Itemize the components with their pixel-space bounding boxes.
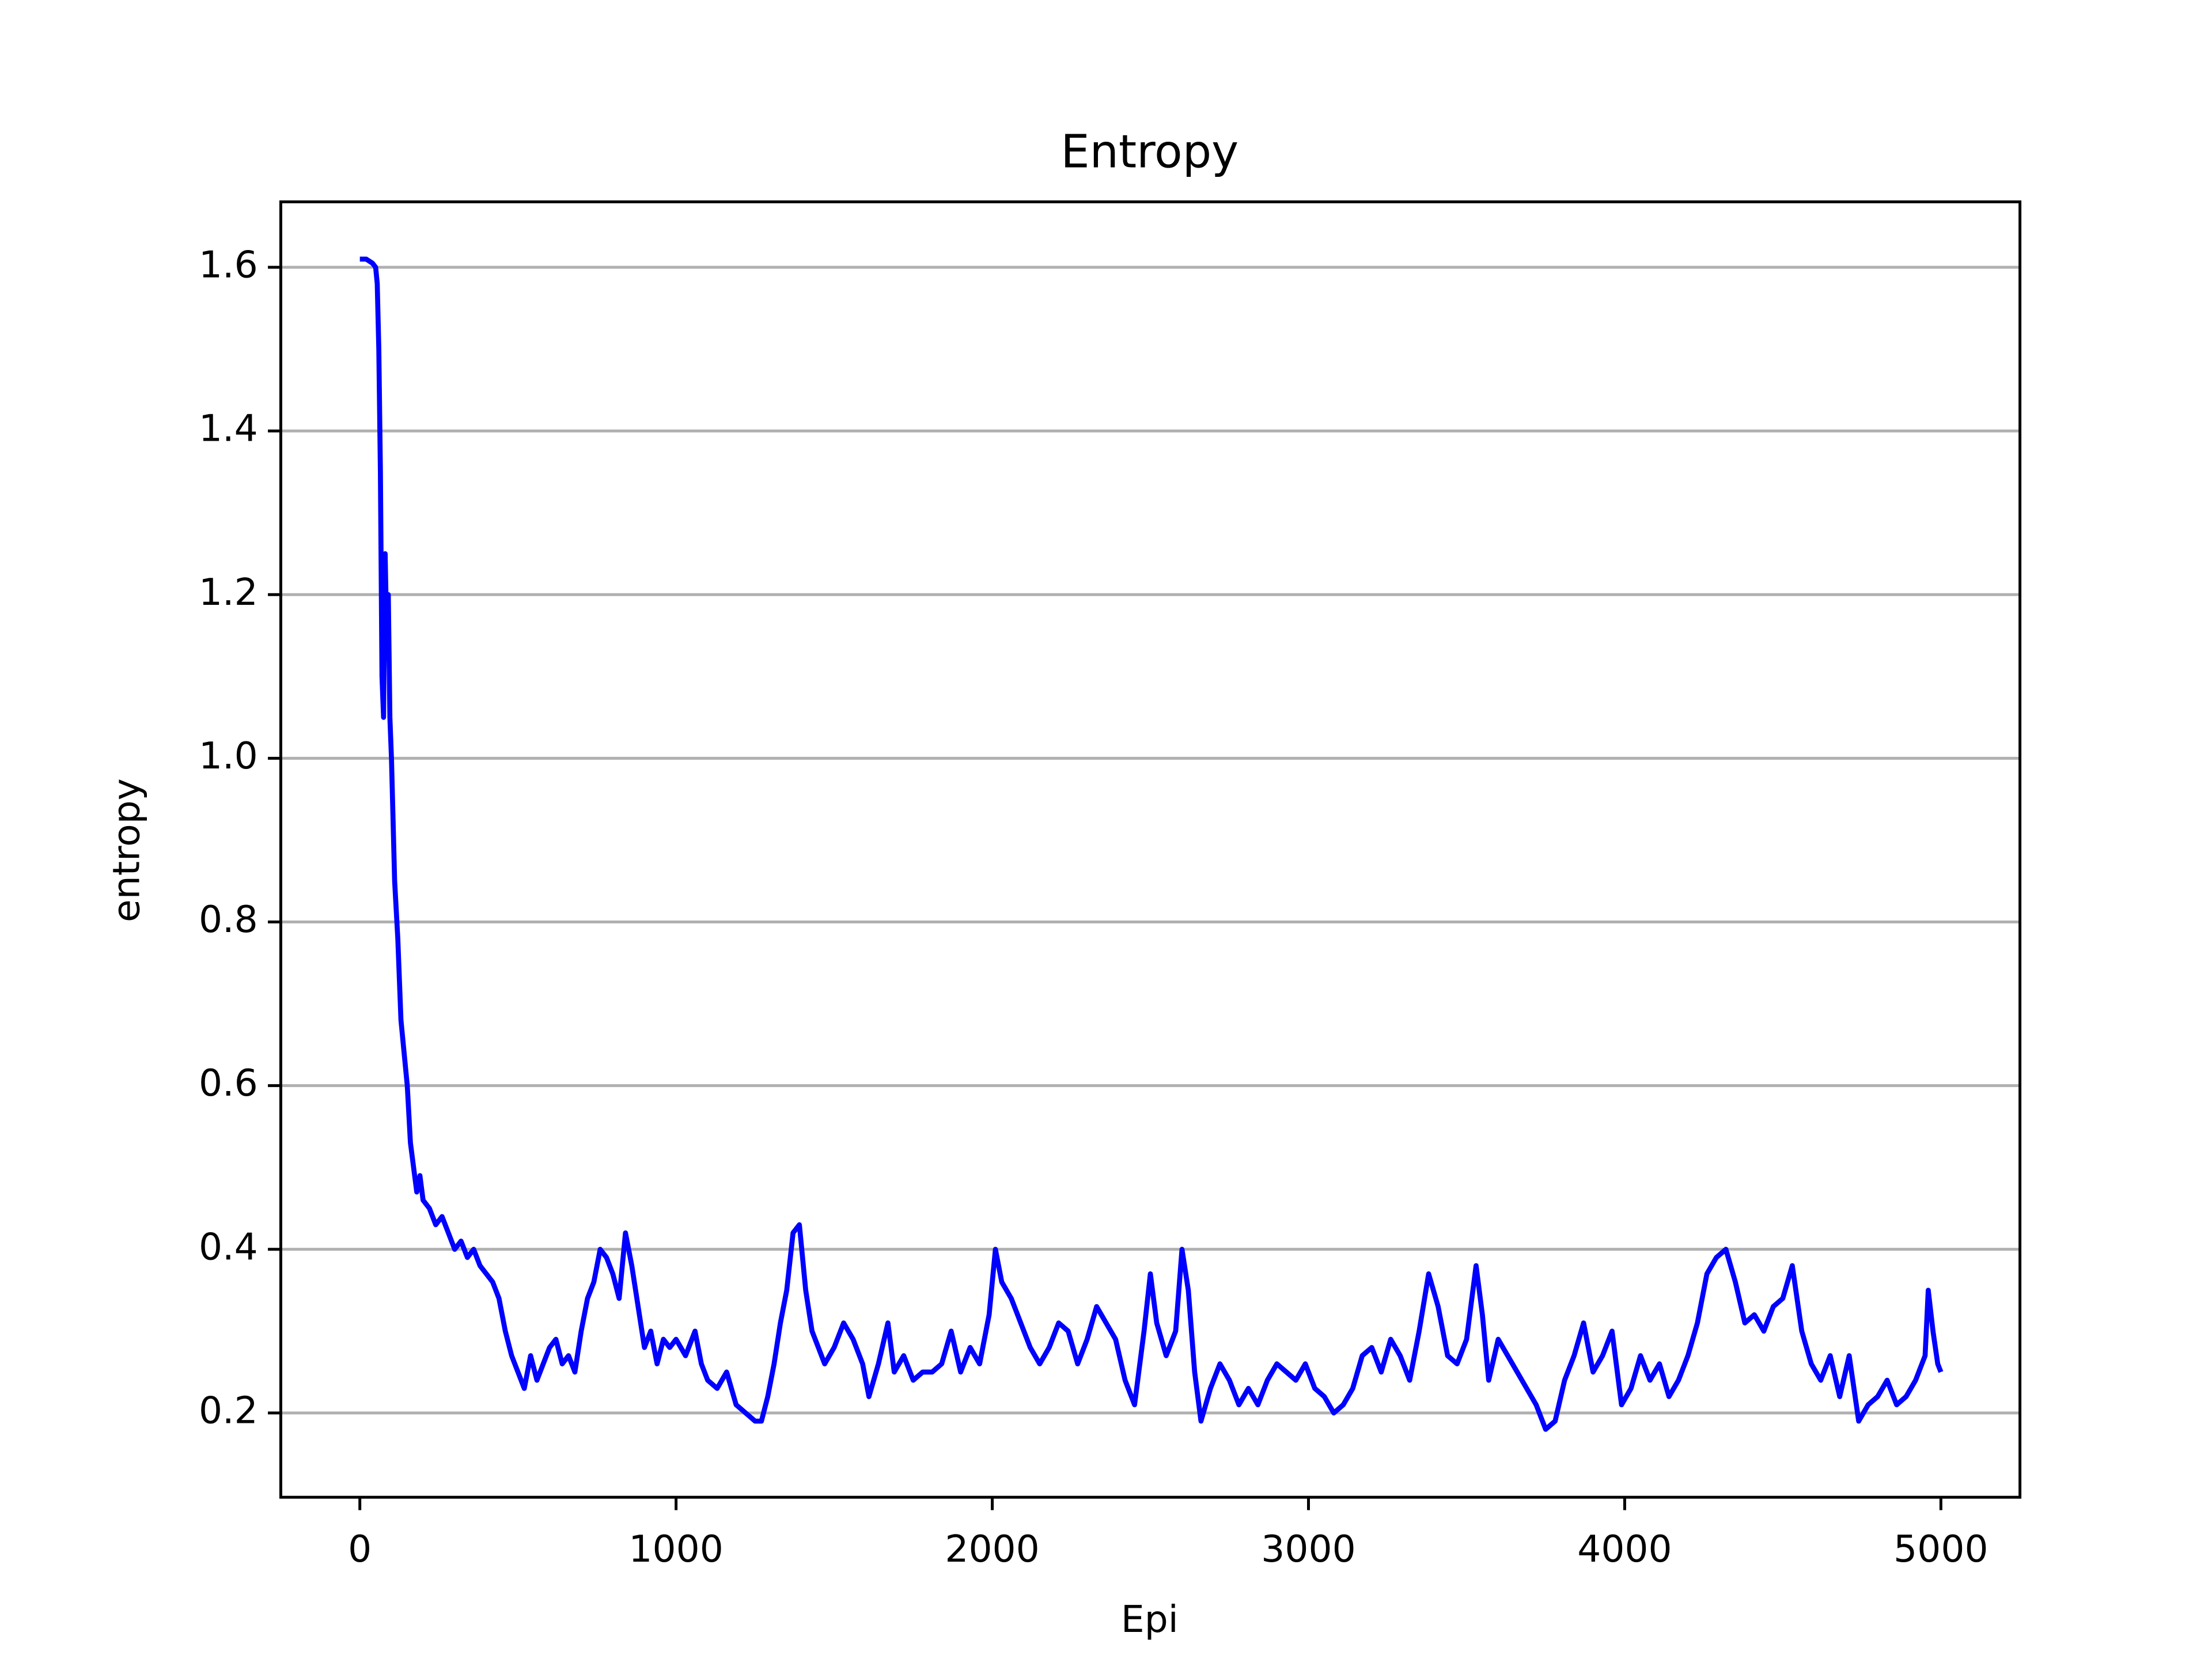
y-tick-label: 0.8 [199, 898, 258, 941]
x-tick-label: 3000 [1261, 1528, 1355, 1571]
y-tick-label: 1.0 [199, 734, 258, 778]
x-tick-label: 0 [348, 1528, 372, 1571]
y-tick-label: 0.6 [199, 1062, 258, 1105]
y-tick-label: 1.2 [199, 571, 258, 614]
x-tick-label: 4000 [1577, 1528, 1672, 1571]
x-tick-label: 5000 [1893, 1528, 1988, 1571]
chart-title: Entropy [1060, 124, 1238, 178]
y-tick-label: 1.6 [199, 244, 258, 287]
data-line [359, 256, 1944, 1432]
x-tick-label: 2000 [945, 1528, 1039, 1571]
y-axis-label: entropy [105, 778, 149, 922]
y-tick-label: 0.2 [199, 1389, 258, 1432]
plot-frame [279, 200, 2022, 1499]
x-axis-label: Epi [1121, 1598, 1179, 1641]
y-tick-label: 1.4 [199, 407, 258, 450]
x-tick-label: 1000 [628, 1528, 723, 1571]
y-tick-label: 0.4 [199, 1225, 258, 1268]
